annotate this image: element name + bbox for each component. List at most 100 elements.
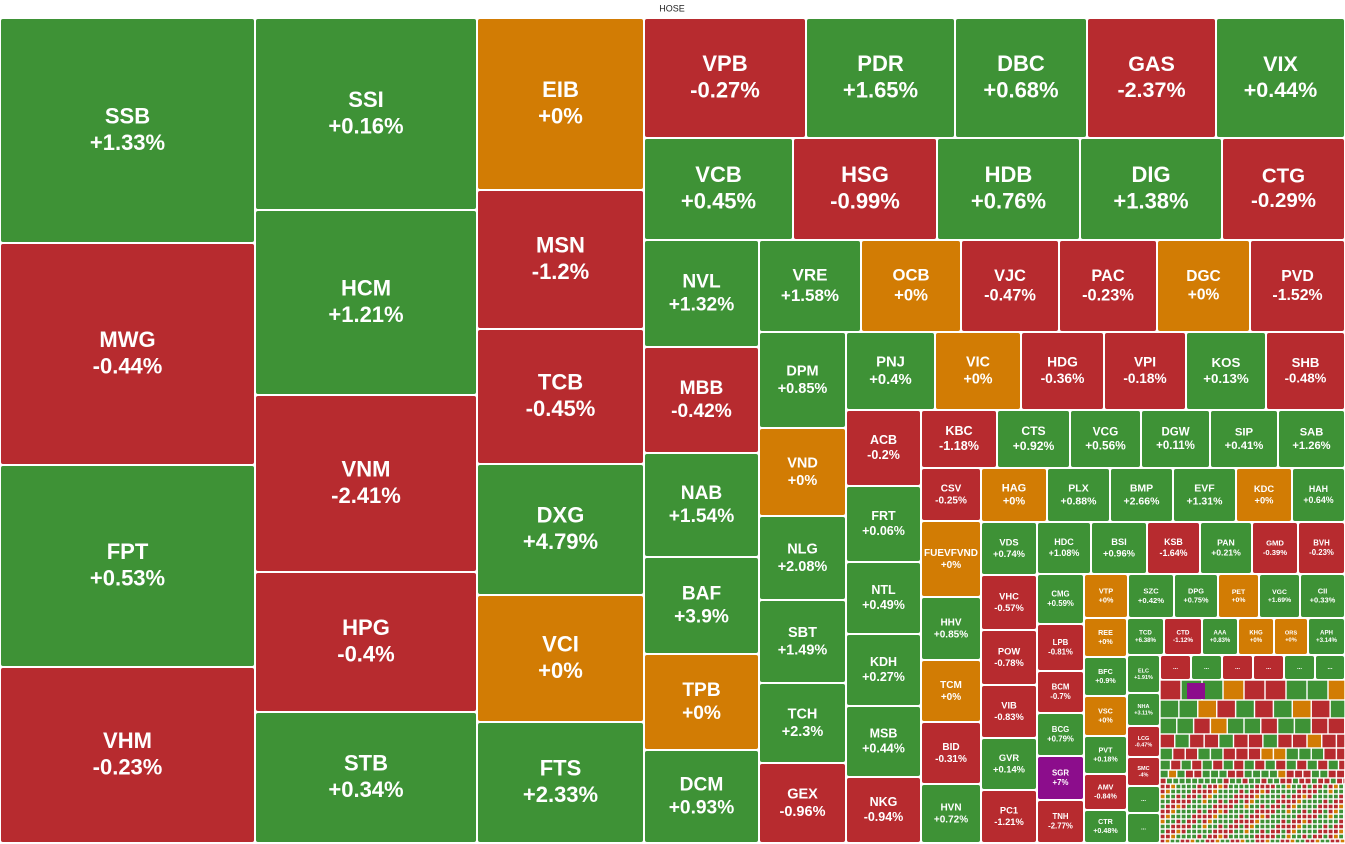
tiny-tile	[1328, 789, 1333, 794]
tiny-tile	[1186, 784, 1192, 789]
tiny-tile	[1197, 834, 1202, 839]
tile-ticker: EIB	[542, 77, 579, 102]
tiny-tile	[1311, 770, 1320, 778]
tile	[847, 563, 920, 633]
tiny-tile	[1181, 819, 1186, 824]
tile-ticker: DIG	[1131, 162, 1170, 187]
tiny-tile	[1265, 809, 1270, 814]
tiny-tile	[1254, 760, 1265, 770]
tile	[1217, 19, 1344, 137]
tiny-tile	[1210, 770, 1219, 778]
tiny-tile	[1210, 718, 1227, 734]
tile	[478, 465, 643, 594]
tile	[1279, 411, 1344, 467]
tile-change: +0%	[1250, 638, 1263, 644]
tile-ticker: STB	[344, 751, 388, 776]
tile-change: -0.23%	[1082, 286, 1134, 304]
tiny-tile	[1286, 794, 1291, 799]
tiles: SSB+1.33%MWG-0.44%FPT+0.53%VHM-0.23%SSI+…	[1, 19, 1344, 842]
tiny-tile	[1207, 794, 1213, 799]
tiny-tile	[1296, 760, 1307, 770]
tile	[998, 411, 1069, 467]
tiny-tile	[1172, 778, 1179, 784]
tiny-tile	[1170, 829, 1176, 834]
tiny-tile	[1191, 829, 1197, 834]
tiny-tile	[1244, 829, 1249, 834]
tiny-tile	[1333, 784, 1339, 789]
tiny-tiles	[1160, 680, 1345, 843]
tiny-tile	[1239, 784, 1244, 789]
tiny-tile	[1300, 839, 1305, 843]
tile-change: +6.38%	[1135, 637, 1157, 644]
tiny-tile	[1197, 789, 1202, 794]
tiny-tile	[1223, 799, 1228, 804]
tiny-tile	[1336, 734, 1345, 748]
tile-ticker: TCH	[788, 706, 818, 722]
tiny-tile	[1269, 770, 1278, 778]
tiny-tile	[1279, 778, 1286, 784]
tiny-tile	[1170, 824, 1176, 829]
tiny-tile	[1261, 748, 1274, 760]
tile	[1253, 523, 1297, 573]
tiny-tile	[1202, 804, 1207, 809]
tiny-tile	[1212, 784, 1218, 789]
tiny-tile	[1207, 829, 1213, 834]
tile	[1085, 775, 1126, 809]
tiny-tile	[1330, 839, 1335, 843]
tiny-tile	[1239, 809, 1244, 814]
tiny-tile	[1328, 819, 1333, 824]
tiny-tile	[1180, 839, 1185, 843]
tiny-tile	[1228, 784, 1234, 789]
tiny-tile	[1244, 834, 1249, 839]
tiny-tile	[1312, 799, 1318, 804]
tiny-tile	[1270, 814, 1276, 819]
tile	[922, 785, 980, 842]
tile	[1211, 411, 1277, 467]
collapsed-tile-label: ...	[1235, 665, 1240, 671]
tiny-tile	[1323, 829, 1328, 834]
tiny-tile	[1270, 789, 1276, 794]
tile-ticker: GAS	[1128, 52, 1175, 76]
tiny-tile	[1260, 829, 1265, 834]
tiny-tile	[1197, 794, 1202, 799]
tiny-tile	[1291, 824, 1297, 829]
tiny-tile	[1302, 784, 1307, 789]
tiny-tile	[1311, 700, 1330, 718]
tiny-tile	[1328, 824, 1333, 829]
tiny-tile	[1170, 804, 1176, 809]
tiny-tile	[1160, 734, 1175, 748]
tiny-tile	[1179, 700, 1198, 718]
tile-ticker: BMP	[1130, 483, 1153, 495]
tile	[862, 241, 960, 331]
tile	[922, 411, 996, 467]
tiny-tile	[1202, 794, 1207, 799]
tiny-tile	[1160, 814, 1165, 819]
tiny-tile	[1197, 799, 1202, 804]
tiny-tile	[1275, 814, 1281, 819]
tiny-tile	[1233, 799, 1239, 804]
tiny-tile	[1340, 839, 1345, 843]
tiny-tile	[1228, 834, 1234, 839]
tiny-tile	[1333, 824, 1339, 829]
tile-ticker: SGR	[1052, 769, 1069, 778]
tile-change: +1.21%	[328, 302, 403, 327]
tiny-tile	[1302, 794, 1307, 799]
tile-ticker: MSN	[536, 233, 585, 258]
tiny-tile	[1223, 829, 1228, 834]
tiny-tile	[1189, 734, 1204, 748]
tiny-tile	[1210, 839, 1215, 843]
tile-change: -2.37%	[1117, 78, 1185, 102]
tile-ticker: SMC	[1137, 766, 1149, 772]
tiny-tile	[1160, 789, 1165, 794]
tiny-tile	[1218, 809, 1223, 814]
tiny-tile	[1186, 804, 1192, 809]
collapsed-tile	[1223, 656, 1252, 679]
tiny-tile	[1249, 829, 1255, 834]
tiny-tile	[1267, 778, 1274, 784]
tiny-tile	[1207, 784, 1213, 789]
tiny-tile	[1244, 770, 1253, 778]
tiny-tile	[1286, 834, 1291, 839]
tiny-tile	[1176, 814, 1181, 819]
tile-ticker: TPB	[682, 680, 720, 701]
tile-change: +0.72%	[934, 814, 968, 825]
